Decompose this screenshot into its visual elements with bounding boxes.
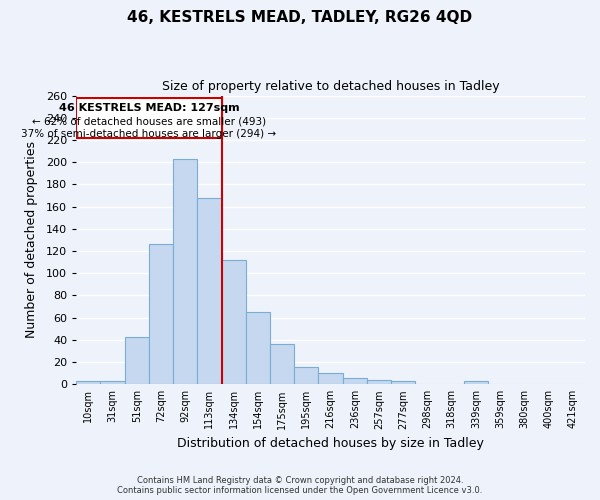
Bar: [197, 198, 221, 384]
FancyBboxPatch shape: [76, 98, 221, 138]
Bar: [343, 378, 367, 384]
Bar: [100, 381, 125, 384]
Bar: [270, 344, 294, 385]
Text: 46 KESTRELS MEAD: 127sqm: 46 KESTRELS MEAD: 127sqm: [59, 104, 239, 114]
Bar: [367, 380, 391, 384]
Bar: [294, 366, 319, 384]
Bar: [125, 336, 149, 384]
Bar: [464, 381, 488, 384]
Bar: [246, 312, 270, 384]
Text: 46, KESTRELS MEAD, TADLEY, RG26 4QD: 46, KESTRELS MEAD, TADLEY, RG26 4QD: [127, 10, 473, 25]
Bar: [149, 244, 173, 384]
Bar: [391, 381, 415, 384]
Text: ← 62% of detached houses are smaller (493): ← 62% of detached houses are smaller (49…: [32, 116, 266, 126]
Title: Size of property relative to detached houses in Tadley: Size of property relative to detached ho…: [162, 80, 499, 93]
Bar: [319, 373, 343, 384]
Y-axis label: Number of detached properties: Number of detached properties: [25, 142, 38, 338]
Text: Contains HM Land Registry data © Crown copyright and database right 2024.
Contai: Contains HM Land Registry data © Crown c…: [118, 476, 482, 495]
Text: 37% of semi-detached houses are larger (294) →: 37% of semi-detached houses are larger (…: [21, 129, 277, 139]
Bar: [173, 159, 197, 384]
X-axis label: Distribution of detached houses by size in Tadley: Distribution of detached houses by size …: [177, 437, 484, 450]
Bar: [76, 381, 100, 384]
Bar: [221, 260, 246, 384]
